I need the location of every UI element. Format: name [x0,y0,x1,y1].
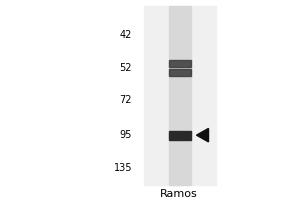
Bar [169,131,190,140]
Text: 52: 52 [119,63,132,73]
Polygon shape [196,128,208,142]
Bar [169,69,190,76]
Text: 95: 95 [120,130,132,140]
Bar [169,60,190,67]
Bar [144,6,216,185]
Text: 72: 72 [119,95,132,105]
Text: Ramos: Ramos [160,189,197,199]
Bar [169,6,190,185]
Text: 42: 42 [120,30,132,40]
Text: 135: 135 [113,163,132,173]
